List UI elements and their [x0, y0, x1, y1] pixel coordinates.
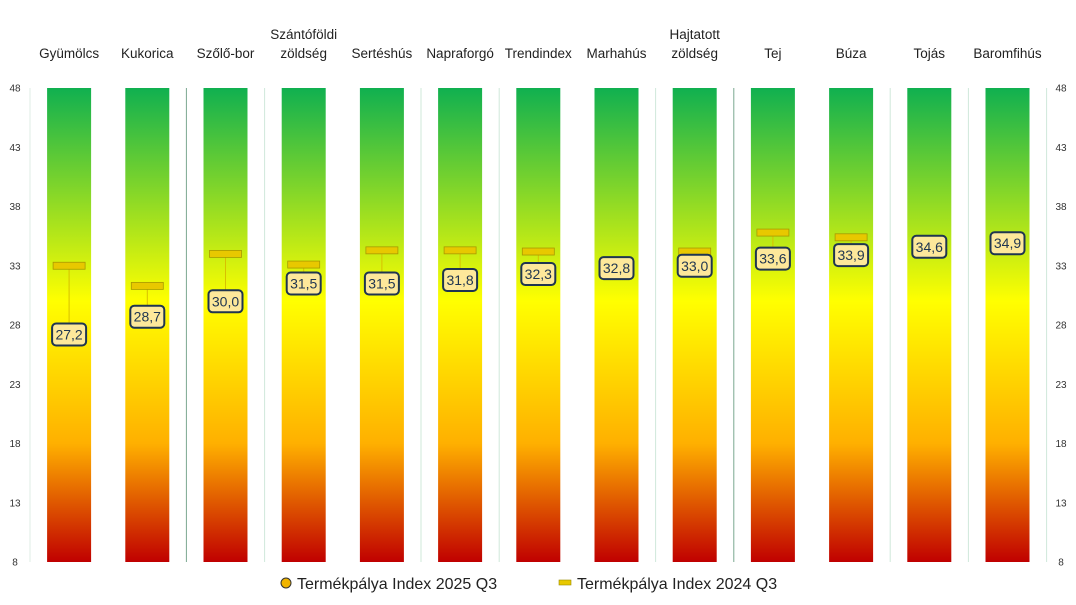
y-tick-left: 28 [9, 321, 21, 332]
marker-2024 [52, 261, 86, 270]
marker-2024 [209, 249, 242, 258]
data-label: 32,8 [603, 260, 630, 276]
y-tick-left: 8 [12, 558, 18, 569]
category-label: Tej [764, 46, 781, 61]
marker-2025: 27,2 [51, 322, 88, 347]
category-label: Tojás [914, 46, 946, 61]
y-tick-right: 33 [1055, 261, 1067, 272]
marker-2024 [130, 281, 164, 290]
category-label: Búza [836, 46, 867, 61]
marker-2025: 32,3 [520, 262, 557, 287]
marker-2025: 33,6 [754, 246, 791, 271]
data-label: 31,8 [446, 272, 473, 288]
y-tick-right: 48 [1055, 84, 1067, 95]
marker-2024 [834, 233, 868, 242]
category-label: Trendindex [505, 46, 572, 61]
category-label: Szántóföldi [270, 27, 337, 42]
data-label: 31,5 [290, 276, 317, 292]
data-label: 27,2 [55, 326, 82, 342]
category-label: Marhahús [586, 46, 646, 61]
category-band [594, 88, 639, 562]
category-label: Hajtatott [670, 27, 721, 42]
y-tick-right: 13 [1055, 498, 1067, 509]
category-label: Sertéshús [352, 46, 413, 61]
marker-2025: 33,0 [676, 253, 713, 278]
marker-2025: 34,6 [911, 234, 948, 259]
y-tick-right: 28 [1055, 321, 1067, 332]
data-label: 28,7 [134, 309, 161, 325]
data-label: 34,9 [994, 235, 1021, 251]
category-label: Baromfihús [973, 46, 1042, 61]
category-band [672, 88, 717, 562]
category-band [281, 88, 326, 562]
category-label: zöldség [671, 46, 718, 61]
marker-2024 [443, 246, 477, 255]
marker-2025: 31,8 [442, 267, 479, 292]
y-tick-right: 23 [1055, 380, 1067, 391]
y-tick-left: 18 [9, 439, 21, 450]
marker-2025: 33,9 [833, 243, 870, 268]
y-tick-right: 38 [1055, 202, 1067, 213]
category-band [438, 88, 483, 562]
y-tick-left: 43 [9, 143, 21, 154]
marker-2025: 34,9 [989, 231, 1026, 256]
y-tick-left: 13 [9, 498, 21, 509]
y-tick-right: 8 [1058, 558, 1064, 569]
data-label: 33,0 [681, 258, 708, 274]
category-label: Gyümölcs [39, 46, 99, 61]
category-band [829, 88, 874, 562]
y-tick-left: 23 [9, 380, 21, 391]
y-tick-left: 48 [9, 84, 21, 95]
category-band [359, 88, 404, 562]
category-band [985, 88, 1030, 562]
marker-2025: 31,5 [363, 271, 400, 296]
data-label: 33,6 [759, 251, 786, 267]
marker-2024 [756, 228, 790, 237]
y-tick-left: 33 [9, 261, 21, 272]
category-label: zöldség [280, 46, 327, 61]
category-band [907, 88, 952, 562]
marker-2024 [521, 247, 555, 256]
legend: Termékpálya Index 2025 Q3 Termékpálya In… [280, 576, 777, 593]
legend-2025: Termékpálya Index 2025 Q3 [297, 576, 497, 593]
y-tick-right: 43 [1055, 143, 1067, 154]
category-label: Napraforgó [426, 46, 494, 61]
legend-2024: Termékpálya Index 2024 Q3 [577, 576, 777, 593]
marker-2025: 32,8 [598, 256, 635, 281]
category-label: Szőlő-bor [197, 46, 255, 61]
data-label: 34,6 [916, 239, 943, 255]
marker-2025: 30,0 [207, 289, 244, 314]
data-label: 33,9 [837, 247, 864, 263]
marker-2025: 31,5 [285, 271, 322, 296]
category-band [750, 88, 795, 562]
data-label: 30,0 [212, 293, 239, 309]
y-tick-right: 18 [1055, 439, 1067, 450]
data-label: 32,3 [525, 266, 552, 282]
marker-2024 [287, 260, 321, 269]
y-tick-left: 38 [9, 202, 21, 213]
legend-dash-icon [558, 579, 572, 586]
category-band [203, 88, 248, 562]
category-label: Kukorica [121, 46, 174, 61]
data-label: 31,5 [368, 276, 395, 292]
marker-2025: 28,7 [129, 304, 166, 329]
marker-2024 [365, 246, 399, 255]
category-band [516, 88, 561, 562]
legend-circle-icon [280, 577, 292, 589]
